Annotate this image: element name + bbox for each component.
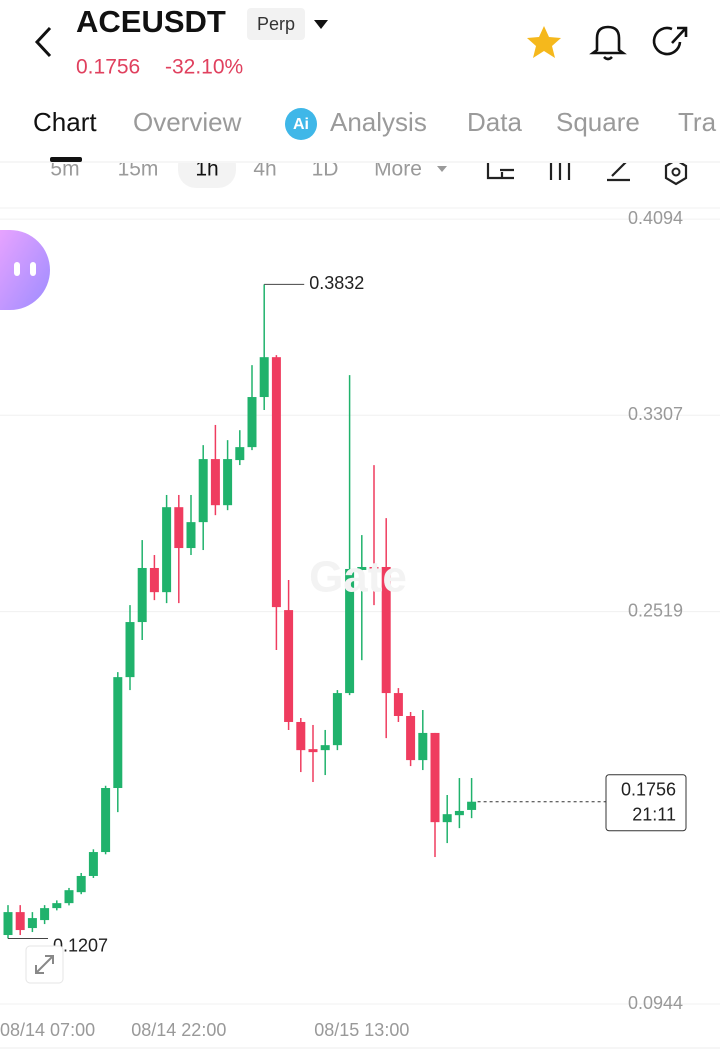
- candle-body: [284, 610, 294, 722]
- active-interval-bg: [178, 163, 236, 188]
- candle-body: [345, 568, 355, 694]
- candle-body: [27, 918, 37, 929]
- x-tick-label: 08/14 07:00: [0, 1020, 95, 1040]
- dropdown-icon[interactable]: [314, 20, 328, 29]
- badge-bg: [247, 8, 305, 40]
- change: -32.10%: [165, 56, 243, 79]
- candle-body: [320, 745, 330, 751]
- interval[interactable]: 5m: [50, 158, 79, 181]
- symbol: ACEUSDT: [76, 4, 226, 39]
- x-tick-label: 08/14 22:00: [131, 1020, 226, 1040]
- candle-body: [406, 715, 416, 761]
- assistant-eye: [14, 262, 20, 276]
- candle-body: [467, 801, 477, 810]
- y-tick-label: 0.3307: [628, 404, 683, 424]
- draw-icon[interactable]: [607, 162, 630, 182]
- candle-body: [76, 875, 86, 893]
- ai-icon-text: Ai: [293, 116, 309, 133]
- back-button[interactable]: [34, 26, 52, 58]
- price: 0.1756: [76, 56, 140, 79]
- y-tick-label: 0.0944: [628, 993, 683, 1013]
- tab[interactable]: Tra: [678, 107, 717, 137]
- tab[interactable]: Overview: [133, 107, 242, 137]
- candle-body: [149, 567, 159, 593]
- more-caret[interactable]: [437, 166, 447, 172]
- y-tick-label: 0.2519: [628, 600, 683, 620]
- settings-icon[interactable]: [664, 160, 688, 186]
- tab[interactable]: Data: [467, 107, 522, 137]
- active-tab-indicator: [50, 157, 82, 162]
- interval[interactable]: 4h: [253, 158, 276, 181]
- candle-body: [308, 749, 318, 753]
- ai-icon: [285, 108, 317, 140]
- candle-body: [247, 397, 257, 448]
- candle-body: [64, 890, 74, 904]
- candle-body: [271, 357, 281, 608]
- candle-body: [418, 732, 428, 761]
- candle-body: [223, 459, 233, 506]
- candle-body: [296, 721, 306, 751]
- interval[interactable]: 1h: [195, 158, 218, 181]
- candle-body: [113, 677, 123, 789]
- candle-body: [430, 732, 440, 823]
- last-price: 0.1756: [621, 779, 676, 799]
- settings-icon-center: [671, 167, 681, 177]
- candle-body: [101, 788, 111, 853]
- candle-body: [137, 567, 147, 623]
- candle-body: [454, 810, 464, 816]
- candle-body: [125, 622, 135, 678]
- candle-body: [88, 852, 98, 876]
- candle-body: [186, 522, 196, 549]
- watermark: Gate: [309, 553, 407, 602]
- candle-body: [174, 507, 184, 549]
- y-tick-label: 0.4094: [628, 208, 683, 228]
- candle-body: [162, 507, 172, 593]
- candle-body: [393, 693, 403, 716]
- candle-body: [442, 814, 452, 823]
- candle-body: [40, 908, 50, 921]
- alert-bell[interactable]: [589, 25, 627, 61]
- assistant-bubble[interactable]: [0, 230, 50, 310]
- badge: Perp: [257, 14, 295, 34]
- candle-body: [259, 357, 269, 398]
- candle-body: [3, 912, 13, 936]
- chart: 0.0944 0.2519 0.3307 0.4094 08/14 07:00 08/14…: [0, 208, 720, 1040]
- candle-body: [210, 459, 220, 506]
- tab-bar: Chart Overview Analysis Data Square Tra: [33, 107, 717, 137]
- last-price-box: [605, 774, 687, 832]
- tab[interactable]: Square: [556, 107, 640, 137]
- candle-body: [381, 566, 391, 694]
- tab[interactable]: Chart: [33, 107, 97, 137]
- tab[interactable]: Analysis: [330, 107, 427, 137]
- candle-body: [235, 447, 245, 461]
- assistant-eye: [30, 262, 36, 276]
- share-icon[interactable]: [652, 26, 688, 56]
- low-label: 0.1207: [53, 935, 108, 955]
- interval[interactable]: 1D: [312, 158, 339, 181]
- expand-icon: [35, 955, 54, 974]
- interval-row: 5m 15m 1h 4h 1D More: [50, 158, 688, 188]
- candle-body: [357, 566, 367, 570]
- x-tick-label: 08/15 13:00: [314, 1020, 409, 1040]
- tool-icon[interactable]: [486, 163, 514, 180]
- indicator-icon[interactable]: [549, 160, 571, 180]
- candle-body: [52, 903, 62, 909]
- high-label: 0.3832: [309, 273, 364, 293]
- interval[interactable]: 15m: [118, 158, 159, 181]
- candle-body: [15, 912, 25, 931]
- interval[interactable]: More: [374, 158, 422, 181]
- candle-body: [369, 566, 379, 570]
- favorite-star[interactable]: [527, 26, 561, 58]
- candle-body: [198, 459, 208, 523]
- countdown: 21:11: [632, 804, 676, 824]
- candle-body: [332, 693, 342, 746]
